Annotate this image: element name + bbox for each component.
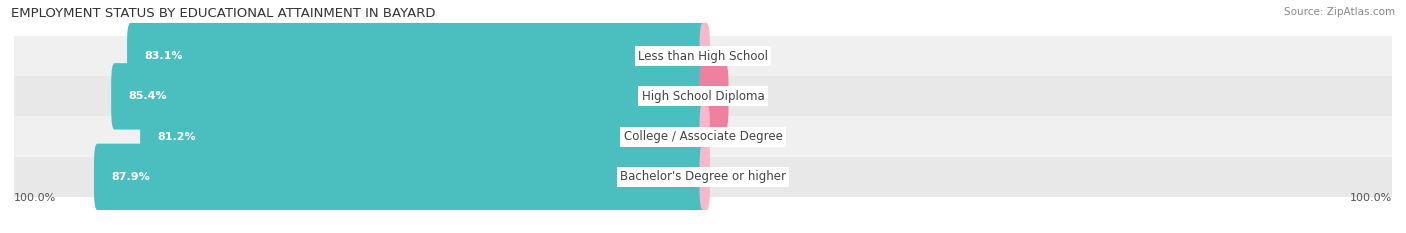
Text: High School Diploma: High School Diploma <box>641 90 765 103</box>
Text: Less than High School: Less than High School <box>638 50 768 63</box>
Text: 0.0%: 0.0% <box>717 132 745 142</box>
Text: 0.0%: 0.0% <box>717 172 745 182</box>
Text: Bachelor's Degree or higher: Bachelor's Degree or higher <box>620 170 786 183</box>
Bar <box>14 116 1392 157</box>
Text: 0.0%: 0.0% <box>717 51 745 61</box>
FancyBboxPatch shape <box>111 63 706 130</box>
Text: 3.2%: 3.2% <box>735 91 763 101</box>
Text: College / Associate Degree: College / Associate Degree <box>624 130 782 143</box>
Text: 81.2%: 81.2% <box>157 132 195 142</box>
FancyBboxPatch shape <box>141 103 706 170</box>
FancyBboxPatch shape <box>700 23 710 89</box>
Text: 100.0%: 100.0% <box>14 193 56 203</box>
Text: 83.1%: 83.1% <box>145 51 183 61</box>
FancyBboxPatch shape <box>127 23 706 89</box>
FancyBboxPatch shape <box>700 103 710 170</box>
Bar <box>14 36 1392 76</box>
Bar <box>14 76 1392 117</box>
FancyBboxPatch shape <box>94 144 706 210</box>
FancyBboxPatch shape <box>700 144 710 210</box>
Text: 85.4%: 85.4% <box>128 91 167 101</box>
Bar <box>14 157 1392 197</box>
FancyBboxPatch shape <box>700 63 728 130</box>
Text: EMPLOYMENT STATUS BY EDUCATIONAL ATTAINMENT IN BAYARD: EMPLOYMENT STATUS BY EDUCATIONAL ATTAINM… <box>11 7 436 20</box>
Text: 87.9%: 87.9% <box>111 172 150 182</box>
Text: Source: ZipAtlas.com: Source: ZipAtlas.com <box>1284 7 1395 17</box>
Text: 100.0%: 100.0% <box>1350 193 1392 203</box>
